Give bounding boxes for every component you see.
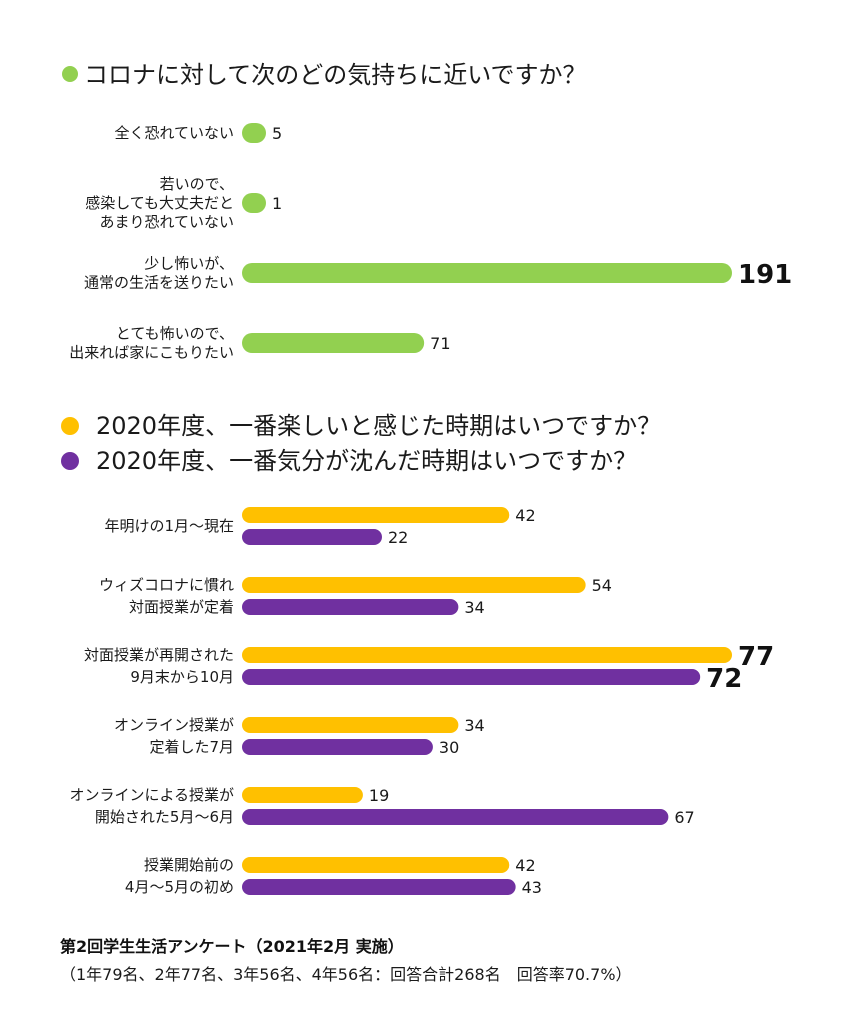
legend-bullet	[61, 452, 79, 470]
category-label: オンライン授業が	[114, 716, 234, 734]
category-label: 定着した7月	[149, 738, 234, 756]
category-label: 若いので、	[160, 175, 234, 193]
legend-label: 2020年度、一番楽しいと感じた時期はいつですか？	[96, 412, 661, 440]
value-label: 1	[272, 194, 282, 213]
category-label: 感染しても大丈夫だと	[85, 194, 234, 212]
value-label: 42	[515, 856, 535, 875]
category-label: 対面授業が定着	[129, 598, 234, 616]
legend-label: 2020年度、一番気分が沈んだ時期はいつですか？	[96, 447, 637, 475]
value-label: 34	[464, 598, 484, 617]
category-label: オンラインによる授業が	[69, 786, 234, 804]
bar	[242, 193, 266, 213]
category-label: 出来れば家にこもりたい	[69, 344, 234, 362]
category-label: 少し怖いが、	[144, 255, 234, 273]
bar	[242, 263, 732, 283]
value-label: 22	[388, 528, 408, 547]
value-label: 72	[706, 664, 742, 694]
value-label: 5	[272, 124, 282, 143]
bar	[242, 333, 425, 353]
category-label: ウィズコロナに慣れ	[99, 576, 234, 594]
category-label: 通常の生活を送りたい	[84, 274, 234, 292]
category-label: 全く恐れていない	[114, 124, 234, 142]
bar	[242, 529, 382, 545]
category-label: とても怖いので、	[116, 325, 234, 343]
category-label: あまり恐れていない	[99, 213, 234, 231]
bar	[242, 739, 433, 755]
legend-bullet	[61, 417, 79, 435]
bar	[242, 857, 510, 873]
category-label: 9月末から10月	[130, 668, 234, 686]
bar	[242, 599, 459, 615]
footer-title: 第2回学生生活アンケート（2021年2月 実施）	[60, 937, 404, 956]
category-label: 年明けの1月～現在	[104, 517, 234, 535]
bar	[242, 809, 669, 825]
bar	[242, 577, 586, 593]
footer-note: （1年79名、2年77名、3年56名、4年56名：回答合計268名 回答率70.…	[60, 965, 632, 984]
bar	[242, 123, 266, 143]
value-label: 34	[464, 716, 484, 735]
chart-corona-feelings: コロナに対して次のどの気持ちに近いですか？ 全く恐れていない 5 若いので、感染しても…	[62, 61, 792, 362]
category-label: 対面授業が再開された	[84, 646, 234, 664]
category-label: 4月～5月の初め	[125, 878, 234, 896]
value-label: 71	[430, 334, 450, 353]
value-label: 54	[592, 576, 612, 595]
title-bullet-green	[62, 66, 78, 82]
bar	[242, 669, 701, 685]
value-label: 43	[522, 878, 542, 897]
value-label: 77	[738, 642, 774, 672]
chart-best-worst-period: 2020年度、一番楽しいと感じた時期はいつですか？ 2020年度、一番気分が沈んだ…	[61, 412, 774, 897]
value-label: 67	[674, 808, 694, 827]
chart1-title: コロナに対して次のどの気持ちに近いですか？	[84, 61, 587, 89]
value-label: 30	[439, 738, 459, 757]
value-label: 42	[515, 506, 535, 525]
value-label: 19	[369, 786, 389, 805]
category-label: 開始された5月～6月	[95, 808, 234, 826]
category-label: 授業開始前の	[144, 856, 234, 874]
bar	[242, 647, 732, 663]
bar	[242, 879, 516, 895]
bar	[242, 717, 459, 733]
bar	[242, 787, 363, 803]
bar	[242, 507, 510, 523]
value-label: 191	[738, 260, 792, 290]
